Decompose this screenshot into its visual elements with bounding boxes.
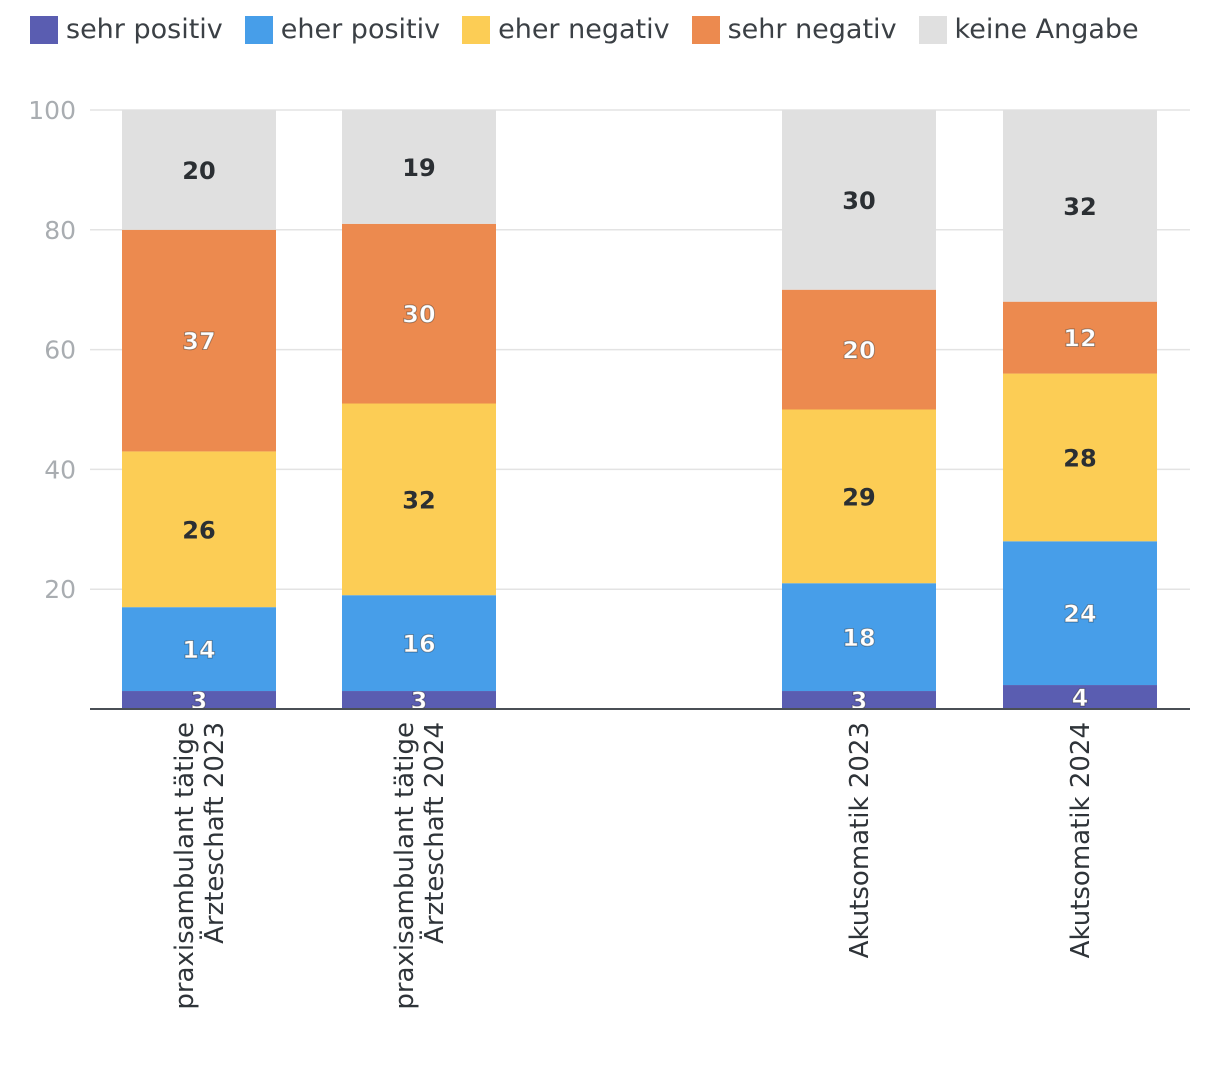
data-label: 29	[842, 483, 875, 511]
y-tick-label: 80	[44, 216, 76, 245]
bar-segment-eher-positiv	[782, 583, 936, 692]
data-label: 32	[1063, 193, 1096, 221]
data-label: 30	[402, 301, 435, 329]
bar-segment-keine-Angabe	[122, 110, 276, 230]
y-tick-label: 60	[44, 336, 76, 365]
data-label: 4	[1072, 684, 1089, 712]
data-label: 37	[182, 328, 215, 356]
bar-segment-sehr-positiv	[342, 691, 496, 709]
bar-segment-sehr-positiv	[782, 691, 936, 709]
data-label: 14	[182, 636, 215, 664]
bar-segment-eher-negativ	[342, 403, 496, 596]
legend-swatch	[462, 15, 491, 44]
data-label: 20	[182, 157, 215, 185]
bar-segment-sehr-negativ	[342, 223, 496, 404]
data-label: 3	[191, 687, 208, 715]
data-label: 20	[842, 337, 875, 365]
legend-item-sehr-positiv[interactable]: sehr positiv	[30, 14, 223, 45]
legend-item-keine-Angabe[interactable]: keine Angabe	[918, 14, 1139, 45]
data-label: 3	[411, 687, 428, 715]
category-label: Ärzteschaft 2023	[198, 722, 230, 944]
bar-segment-sehr-negativ	[1003, 301, 1157, 374]
y-tick-label: 40	[44, 455, 76, 484]
data-label: 32	[402, 486, 435, 514]
bar-segment-eher-positiv	[122, 607, 276, 692]
legend-item-eher-positiv[interactable]: eher positiv	[244, 14, 441, 45]
legend-label: keine Angabe	[954, 14, 1139, 45]
bar-segment-eher-negativ	[122, 451, 276, 608]
data-label: 12	[1063, 325, 1096, 353]
data-label: 18	[842, 624, 875, 652]
category-label: Ärzteschaft 2024	[418, 722, 450, 944]
legend-swatch	[691, 15, 720, 44]
legend-label: sehr negativ	[727, 14, 897, 45]
bar-segment-sehr-negativ	[782, 289, 936, 410]
data-label: 30	[842, 187, 875, 215]
bar-segment-eher-positiv	[342, 595, 496, 692]
bar-segment-sehr-negativ	[122, 229, 276, 452]
category-label: praxisambulant tätige	[170, 722, 200, 1010]
bar-segment-sehr-positiv	[1003, 685, 1157, 709]
data-label: 19	[402, 154, 435, 182]
bar-segment-keine-Angabe	[342, 110, 496, 224]
data-label: 24	[1063, 600, 1096, 628]
data-label: 28	[1063, 444, 1096, 472]
legend: sehr positiv eher positiv eher negativ sehr…	[30, 14, 1161, 45]
legend-item-eher-negativ[interactable]: eher negativ	[462, 14, 670, 45]
category-label: Akutsomatik 2024	[1066, 722, 1096, 958]
y-tick-label: 100	[28, 96, 76, 125]
legend-swatch	[918, 15, 947, 44]
bar-segment-keine-Angabe	[782, 110, 936, 290]
legend-item-sehr-negativ[interactable]: sehr negativ	[691, 14, 897, 45]
legend-label: eher positiv	[280, 14, 441, 45]
data-label: 26	[182, 516, 215, 544]
legend-label: sehr positiv	[66, 14, 223, 45]
bar-segment-eher-negativ	[782, 409, 936, 584]
data-label: 16	[402, 630, 435, 658]
y-tick-label: 20	[44, 575, 76, 604]
legend-swatch	[30, 15, 58, 44]
legend-swatch	[244, 15, 273, 44]
category-label: praxisambulant tätige	[390, 722, 420, 1010]
bar-segment-keine-Angabe	[1003, 110, 1157, 302]
legend-label: eher negativ	[498, 14, 670, 45]
data-label: 3	[851, 687, 868, 715]
category-label: Akutsomatik 2023	[845, 722, 875, 958]
bar-segment-sehr-positiv	[122, 691, 276, 709]
bar-segment-eher-negativ	[1003, 373, 1157, 542]
bar-segment-eher-positiv	[1003, 541, 1157, 686]
